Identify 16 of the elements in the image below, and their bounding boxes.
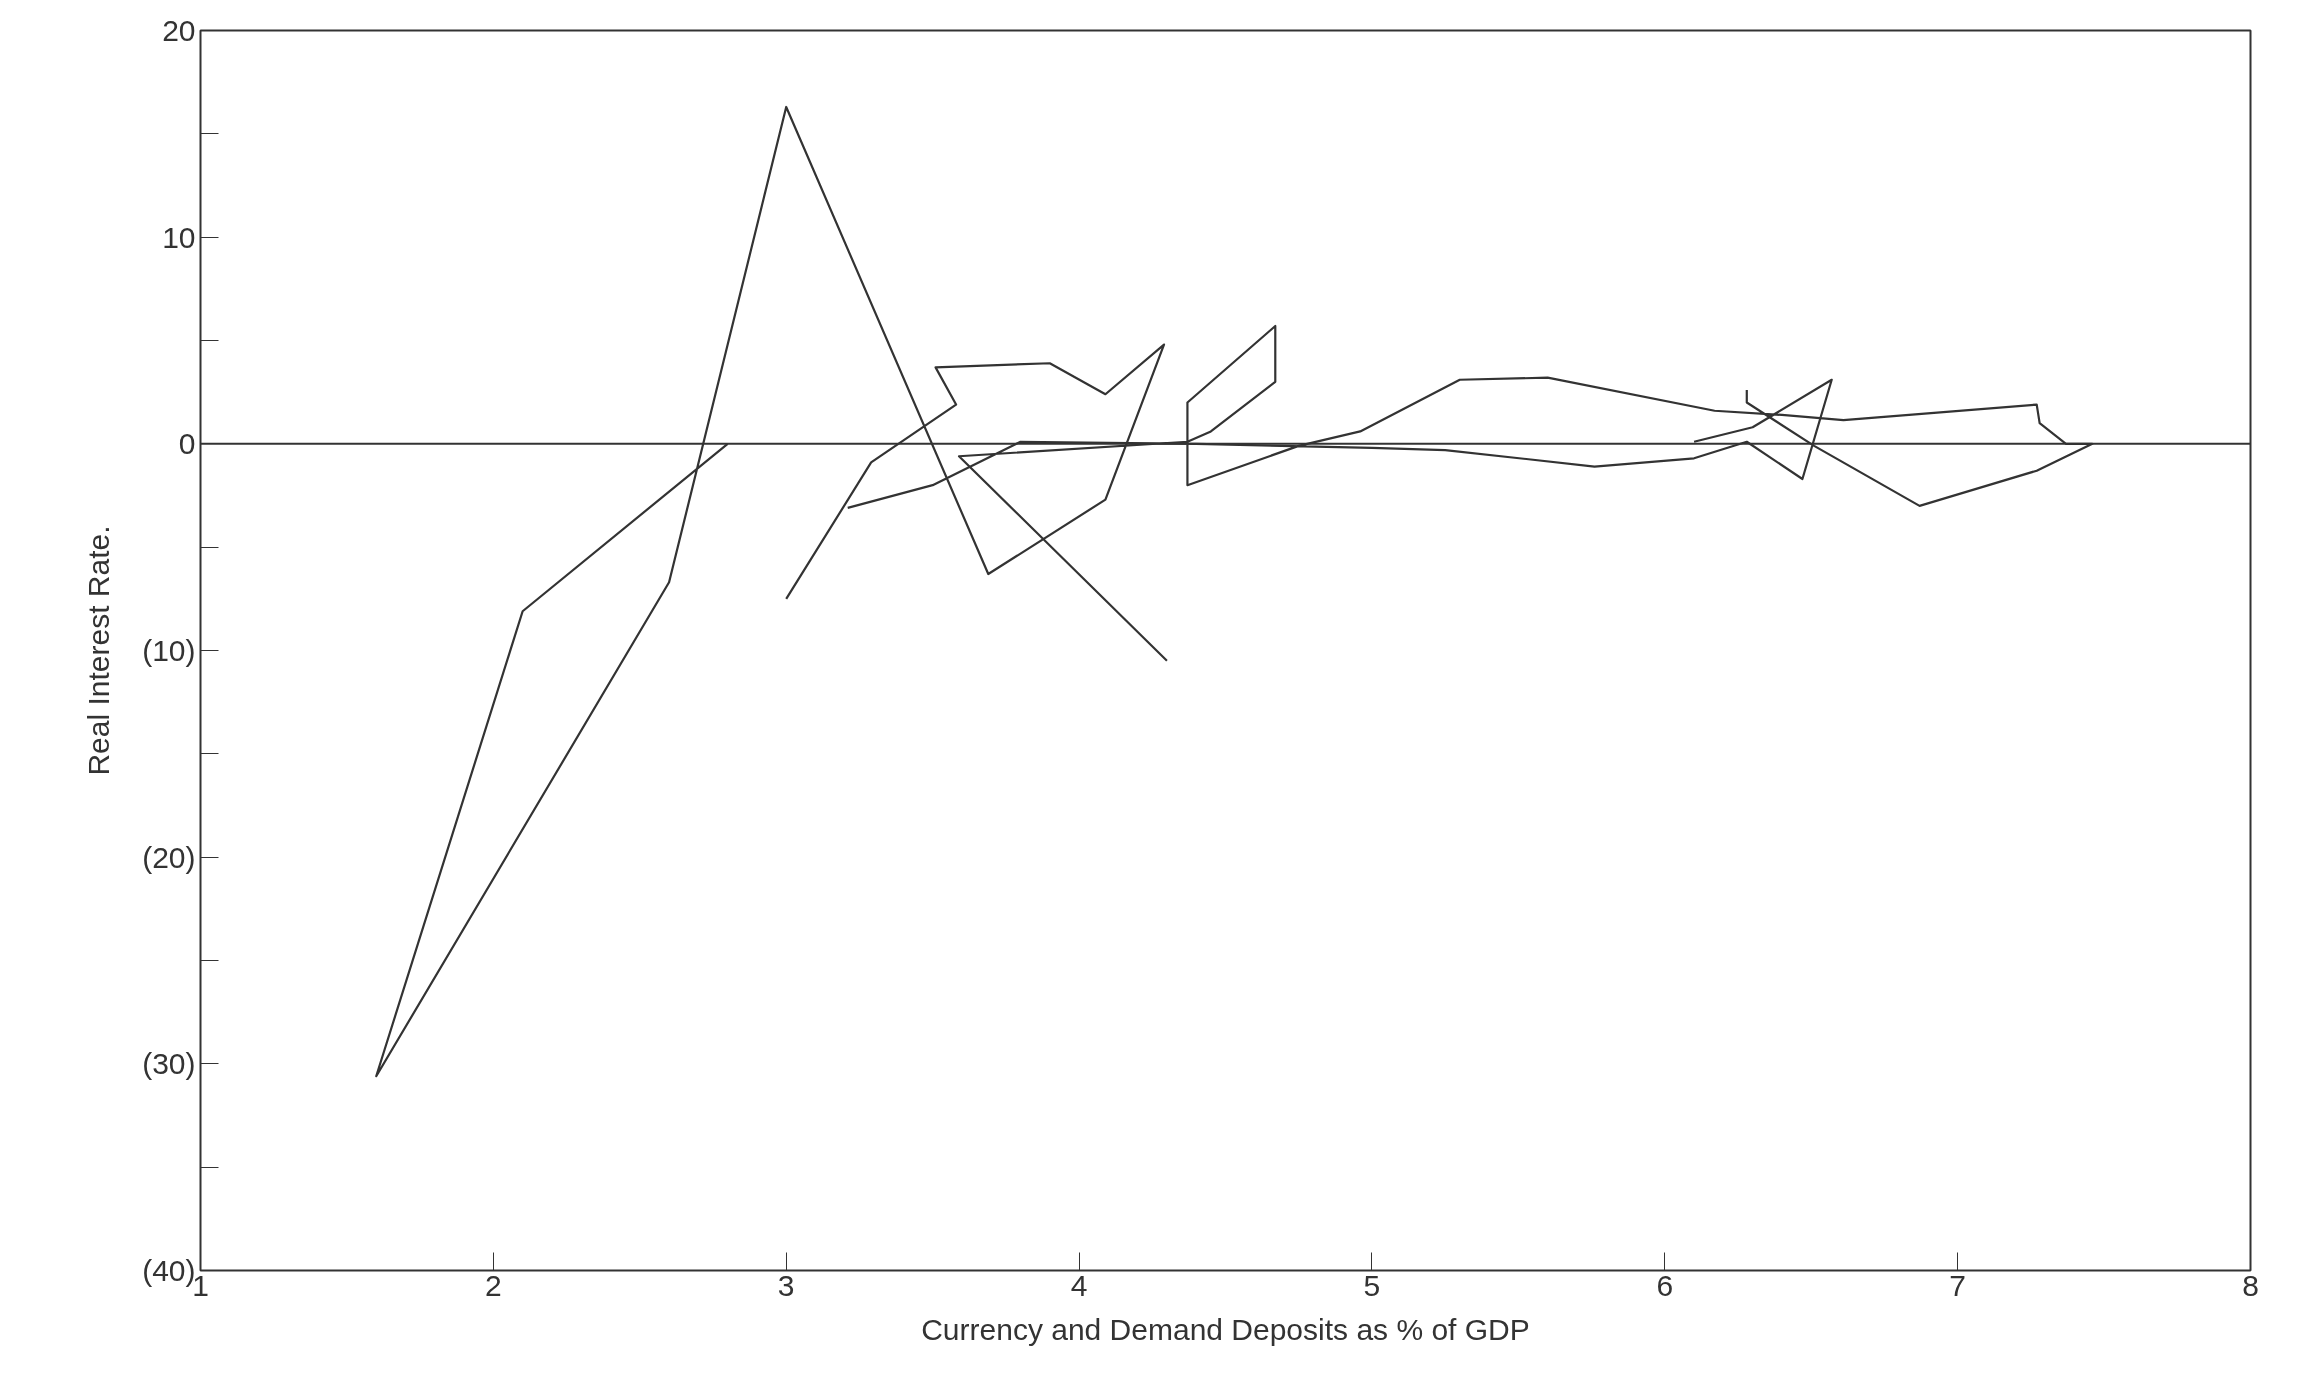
x-tick-label: 8 <box>2242 1268 2259 1302</box>
x-axis-title: Currency and Demand Deposits as % of GDP <box>921 1312 1530 1346</box>
y-tick-label: (10) <box>142 634 196 667</box>
x-tick-label: 6 <box>1656 1268 1674 1302</box>
x-tick-label: 2 <box>485 1268 502 1302</box>
y-tick-label: (40) <box>142 1254 196 1287</box>
x-tick-label: 7 <box>1949 1268 1966 1302</box>
y-axis-title: Real Interest Rate. <box>82 525 116 776</box>
y-tick-label: 0 <box>178 427 196 461</box>
x-tick-label: 5 <box>1363 1268 1381 1302</box>
x-tick-label: 3 <box>777 1268 795 1302</box>
y-tick-label: 10 <box>162 220 196 254</box>
y-tick-label: 20 <box>162 14 196 47</box>
x-tick-label: 4 <box>1070 1268 1088 1302</box>
y-tick-label: (30) <box>142 1047 196 1081</box>
y-tick-label: (20) <box>142 840 196 874</box>
